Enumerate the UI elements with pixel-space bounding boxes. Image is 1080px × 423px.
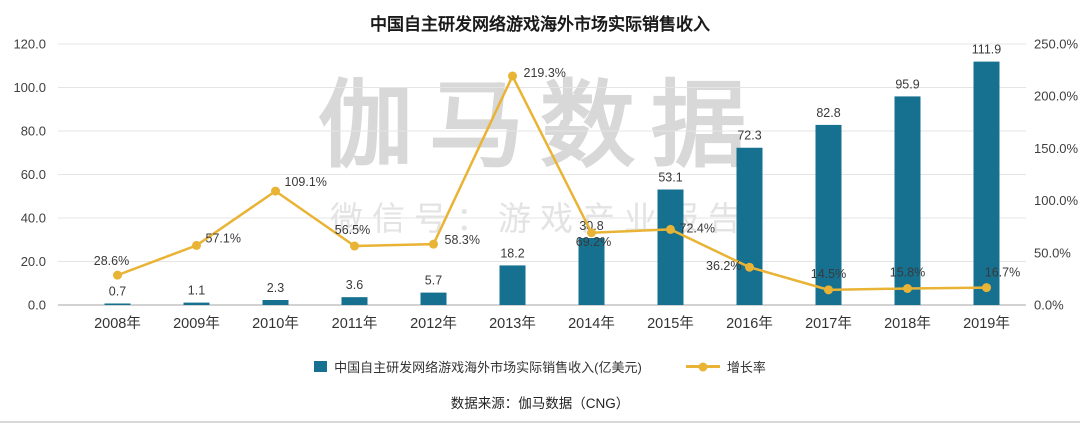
growth-point bbox=[587, 228, 596, 238]
chart-title: 中国自主研发网络游戏海外市场实际销售收入 bbox=[370, 15, 710, 34]
bar-value-label: 2.3 bbox=[267, 281, 284, 295]
legend-item-growth: 增长率 bbox=[685, 357, 766, 376]
bar-value-label: 53.1 bbox=[658, 171, 682, 185]
legend-line-marker bbox=[698, 362, 708, 371]
bar bbox=[104, 303, 131, 305]
x-axis-label: 2008年 bbox=[94, 315, 141, 332]
x-axis-label: 2010年 bbox=[252, 315, 299, 332]
legend: 中国自主研发网络游戏海外市场实际销售收入(亿美元) 增长率 bbox=[0, 357, 1080, 376]
legend-item-revenue: 中国自主研发网络游戏海外市场实际销售收入(亿美元) bbox=[314, 357, 642, 376]
bar bbox=[420, 292, 447, 305]
bar bbox=[499, 265, 526, 305]
bar bbox=[736, 147, 763, 305]
legend-bar-swatch bbox=[314, 361, 328, 372]
growth-point bbox=[113, 270, 122, 280]
bar bbox=[894, 96, 921, 305]
right-axis-tick: 50.0% bbox=[1034, 245, 1071, 260]
bar bbox=[973, 61, 1000, 306]
growth-point bbox=[192, 240, 201, 250]
left-axis-tick: 20.0 bbox=[21, 254, 46, 269]
x-axis-label: 2019年 bbox=[963, 315, 1010, 332]
bar-value-label: 5.7 bbox=[425, 274, 442, 288]
x-axis-label: 2009年 bbox=[173, 315, 220, 332]
bar bbox=[657, 189, 684, 305]
right-axis-tick: 200.0% bbox=[1034, 89, 1079, 104]
growth-value-label: 69.2% bbox=[576, 235, 611, 249]
growth-value-label: 14.5% bbox=[811, 267, 846, 281]
right-axis-tick: 0.0% bbox=[1034, 298, 1064, 313]
bar bbox=[815, 124, 842, 305]
legend-bar-label: 中国自主研发网络游戏海外市场实际销售收入(亿美元) bbox=[334, 360, 642, 375]
growth-point bbox=[350, 241, 359, 251]
bar bbox=[183, 302, 210, 305]
bar bbox=[262, 299, 289, 305]
bar-value-label: 111.9 bbox=[972, 43, 1001, 57]
x-axis-label: 2015年 bbox=[647, 315, 694, 332]
legend-line-label: 增长率 bbox=[726, 360, 766, 375]
growth-point bbox=[666, 224, 675, 234]
left-axis-tick: 0.0 bbox=[28, 298, 46, 313]
x-axis-label: 2017年 bbox=[805, 315, 852, 332]
growth-value-label: 219.3% bbox=[524, 66, 566, 80]
growth-point bbox=[271, 186, 280, 196]
right-axis-tick: 100.0% bbox=[1034, 193, 1079, 208]
left-axis-tick: 100.0 bbox=[13, 80, 46, 95]
growth-value-label: 57.1% bbox=[206, 231, 241, 245]
bar-value-label: 18.2 bbox=[500, 246, 524, 260]
growth-value-label: 56.5% bbox=[335, 223, 370, 237]
bar-value-label: 3.6 bbox=[346, 278, 363, 292]
bar-value-label: 1.1 bbox=[188, 284, 205, 298]
growth-point bbox=[824, 285, 833, 295]
x-axis-label: 2018年 bbox=[884, 315, 931, 332]
bar-value-label: 72.3 bbox=[737, 129, 761, 143]
left-axis-tick: 120.0 bbox=[13, 37, 46, 52]
right-axis-tick: 250.0% bbox=[1034, 37, 1079, 52]
growth-value-label: 28.6% bbox=[94, 254, 129, 268]
x-axis-label: 2012年 bbox=[410, 315, 457, 332]
growth-value-label: 15.8% bbox=[890, 266, 925, 280]
growth-value-label: 36.2% bbox=[706, 259, 741, 273]
source-note: 数据来源：伽马数据（CNG） bbox=[450, 396, 630, 411]
left-axis-tick: 60.0 bbox=[21, 167, 46, 182]
right-axis-tick: 150.0% bbox=[1034, 141, 1079, 156]
x-axis-label: 2014年 bbox=[568, 315, 615, 332]
bar-value-label: 82.8 bbox=[816, 106, 840, 120]
growth-value-label: 109.1% bbox=[285, 175, 327, 189]
growth-value-label: 72.4% bbox=[680, 221, 715, 235]
bar bbox=[341, 297, 368, 305]
bar-value-label: 0.7 bbox=[109, 284, 126, 298]
left-axis-tick: 40.0 bbox=[21, 211, 46, 226]
growth-point bbox=[745, 262, 754, 272]
growth-point bbox=[903, 284, 912, 294]
growth-value-label: 58.3% bbox=[445, 233, 480, 247]
legend-line-swatch bbox=[685, 362, 720, 371]
growth-point bbox=[429, 239, 438, 249]
bar bbox=[578, 238, 605, 305]
growth-point bbox=[982, 283, 991, 293]
x-axis-label: 2013年 bbox=[489, 315, 536, 332]
x-axis-label: 2016年 bbox=[726, 315, 773, 332]
x-axis-label: 2011年 bbox=[332, 315, 378, 332]
growth-line bbox=[117, 73, 987, 292]
growth-point bbox=[508, 71, 517, 81]
bar-value-label: 95.9 bbox=[895, 77, 919, 91]
left-axis-tick: 80.0 bbox=[21, 124, 46, 139]
growth-value-label: 16.7% bbox=[985, 266, 1020, 280]
